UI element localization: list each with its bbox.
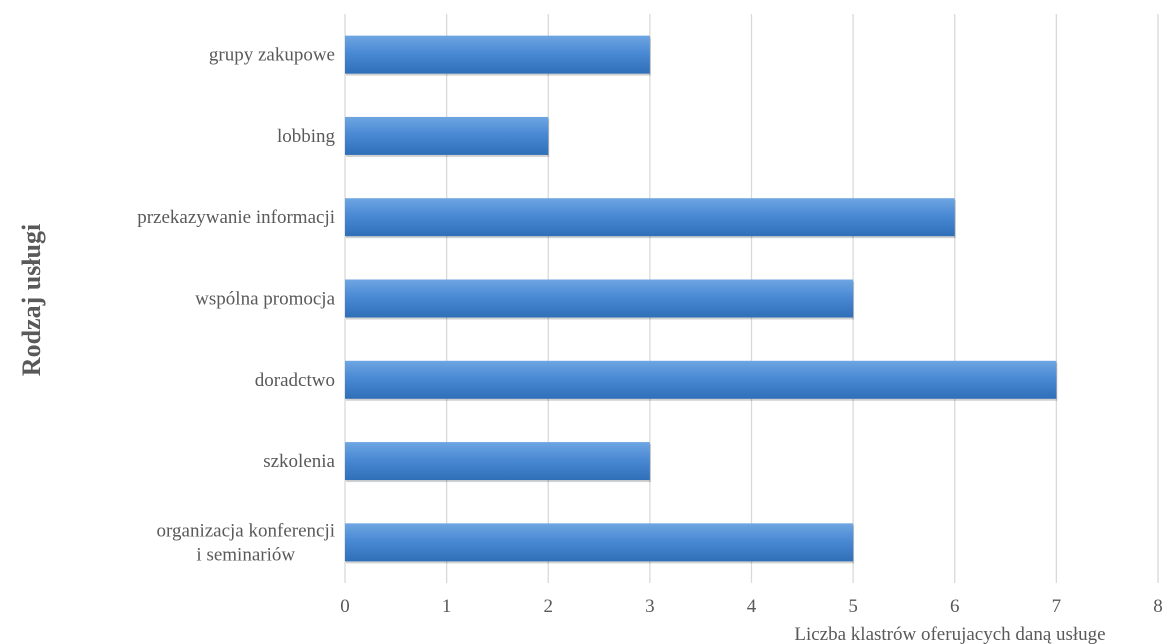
x-tick-label: 4 <box>747 596 757 617</box>
category-label: szkolenia <box>263 451 335 472</box>
x-tick-label: 8 <box>1153 596 1163 617</box>
x-tick-label: 7 <box>1052 596 1062 617</box>
y-axis-title: Rodzaj usługi <box>17 224 46 376</box>
bar-5 <box>345 442 650 481</box>
category-label: doradctwo <box>255 370 335 391</box>
category-label: lobbing <box>277 126 336 147</box>
category-label: grupy zakupowe <box>209 45 335 66</box>
category-label: przekazywanie informacji <box>137 207 335 228</box>
x-tick-labels: 0 1 2 3 4 5 6 7 8 <box>340 596 1163 617</box>
x-tick-label: 2 <box>544 596 554 617</box>
x-tick-label: 1 <box>442 596 452 617</box>
bar-2 <box>345 198 955 237</box>
bar-0 <box>345 35 650 74</box>
x-tick-label: 0 <box>340 596 350 617</box>
x-axis-title: Liczba klastrów oferujacych daną usługe <box>794 624 1105 644</box>
bars <box>345 35 1058 564</box>
bar-3 <box>345 279 854 318</box>
x-tick-label: 6 <box>950 596 960 617</box>
bar-6 <box>345 523 854 562</box>
x-tick-label: 5 <box>848 596 858 617</box>
category-label: organizacja konferencji i seminariów <box>157 520 335 565</box>
bar-4 <box>345 360 1057 399</box>
bar-1 <box>345 116 549 155</box>
x-tick-label: 3 <box>645 596 655 617</box>
category-labels: grupy zakupowe lobbing przekazywanie infor… <box>137 45 335 566</box>
category-label: wspólna promocja <box>195 289 335 310</box>
